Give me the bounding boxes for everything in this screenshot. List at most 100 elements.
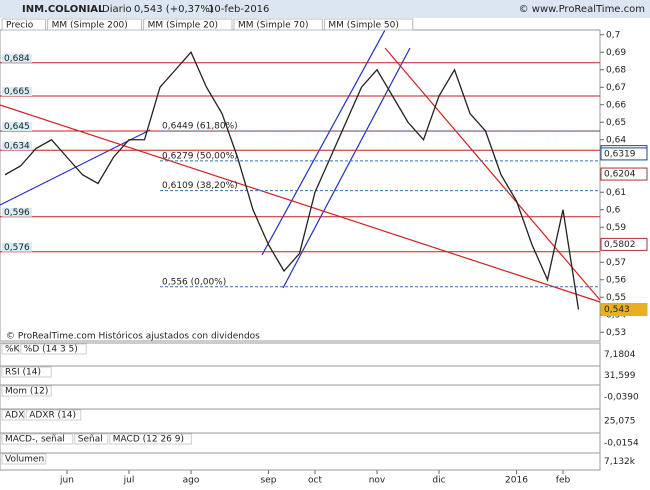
panel-frame [0,342,601,367]
x-tick-label: nov [369,476,386,486]
panel-value: -0,0154 [604,439,639,449]
price-tag-label: 0,6204 [604,170,636,180]
price-tag-label: 0,6319 [604,149,636,159]
level-label-bg [2,242,32,252]
legend-entry: MM (Simple 50) [328,21,398,31]
panel-value: 7,132k [604,457,636,467]
y-tick-label: 0,55 [606,293,626,303]
legend-box [323,18,414,31]
trend-line [0,129,151,206]
trend-line [282,47,411,289]
legend-box [233,18,323,31]
x-tick-label: jun [59,476,74,486]
level-label: 0,684 [4,54,30,64]
x-tick-label: dic [432,476,445,486]
y-tick-label: 0,7 [606,30,620,40]
level-label-bg [2,122,32,131]
legend-entry: MM (Simple 200) [52,21,128,31]
legend-entry: MM (Simple 70) [238,21,308,31]
header-bar [0,0,650,18]
y-tick-label: 0,53 [606,328,626,338]
panel-name-box [25,409,82,421]
level-label: 0,596 [4,208,30,218]
panel-name: MACD-, señal [5,435,65,445]
panel-frame [0,365,601,386]
panel-name-box [1,366,52,378]
panel-value: 7,1804 [604,350,636,360]
price-tag [600,147,648,161]
panel-frame [0,408,601,434]
panel-value: 31,599 [604,371,636,381]
x-tick-label: jul [123,476,135,486]
trend-line [261,29,386,256]
level-label: 0,634 [4,141,30,151]
level-label: 0,665 [4,87,30,97]
y-tick-label: 0,59 [606,223,626,233]
y-tick-label: 0,69 [606,48,626,58]
panel-name: %K [5,345,21,355]
fib-label: 0,6449 (61,80%) [162,122,238,132]
legend-box [143,18,233,31]
x-tick-label: ago [183,476,200,486]
panel-name-box [1,343,20,355]
panel-value: -0,0390 [604,393,639,403]
price-tag [600,303,648,316]
title: INM.COLONIAL [22,4,105,15]
y-tick-label: 0,6 [606,205,621,215]
source: © www.ProRealTime.com [519,4,645,15]
panel-name-box [109,433,192,445]
y-tick-label: 0,57 [606,258,626,268]
level-label-bg [2,87,32,96]
legend-box [1,18,47,31]
footer: © ProRealTime.com Históricos ajustados c… [6,331,260,342]
fib-label: 0,556 (0,00%) [162,277,226,287]
fib-label: 0,6109 (38,20%) [162,181,238,191]
price-tag-label: 0,543 [604,305,630,315]
panel-name: ADXR (14) [29,411,76,421]
level-label-bg [2,141,32,151]
x-tick-label: oct [308,476,322,486]
panel-name-box [20,343,87,355]
y-tick-label: 0,61 [606,188,626,198]
panel-name: Señal [78,435,103,445]
panel-name-box [1,433,74,445]
trend-line [384,47,601,301]
fib-label: 0,6279 (50,00%) [162,151,238,161]
price-line [4,51,580,310]
level-label: 0,576 [4,243,30,253]
panel-value: 25,075 [604,417,636,427]
y-tick-label: 0,68 [606,65,626,75]
panel-name-box [1,453,47,465]
legend-box [47,18,143,31]
y-tick-label: 0,66 [606,100,626,110]
price-tag-label: 0,5802 [604,240,636,250]
panel-name: %D (14 3 5) [24,345,78,355]
panel-name: Volumen [5,455,44,465]
price-tag [600,237,648,251]
trend-line [0,104,601,303]
y-tick-label: 0,64 [606,135,626,145]
panel-frame [0,452,601,471]
panel-name: ADX [5,411,24,421]
y-tick-label: 0,65 [606,118,626,128]
panel-name-box [74,433,109,445]
legend-entry: MM (Simple 20) [148,21,218,31]
last-quote: 0,543 (+0,37%) [134,4,214,15]
x-tick-label: 2016 [505,476,528,486]
x-tick-label: sep [261,476,277,486]
level-label-bg [2,207,32,217]
level-label: 0,645 [4,122,30,132]
y-tick-label: 0,67 [606,83,626,93]
panel-name: Mom (12) [5,387,48,397]
date: 10-feb-2016 [208,4,269,15]
level-label-bg [2,53,32,63]
panel-name-box [1,385,52,397]
panel-name: MACD (12 26 9) [113,435,184,445]
period: Diario [102,4,132,15]
price-tag [600,167,648,181]
panel-name: RSI (14) [5,368,41,378]
y-tick-label: 0,56 [606,275,626,285]
panel-frame [0,384,601,410]
panel-name-box [1,409,25,421]
